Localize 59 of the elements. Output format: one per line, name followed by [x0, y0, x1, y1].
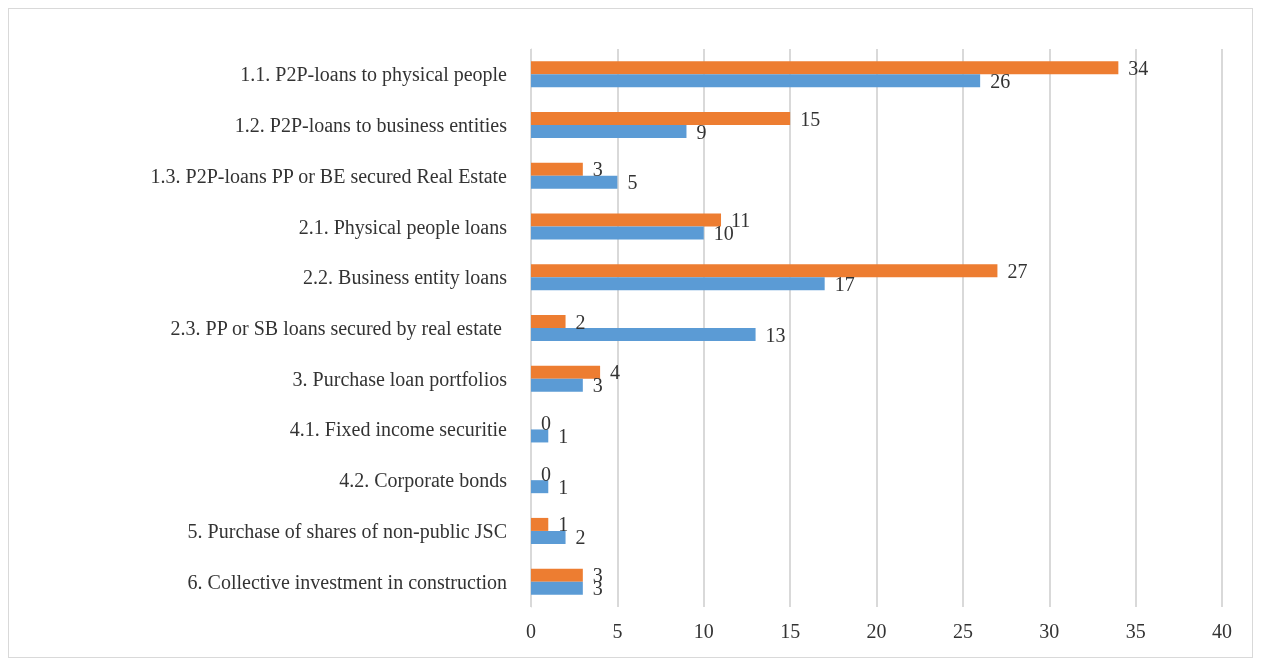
x-tick-label: 35 — [1125, 620, 1146, 642]
data-label: 1 — [558, 424, 569, 447]
bar — [531, 226, 704, 240]
data-label: 34 — [1128, 56, 1149, 79]
data-label: 17 — [834, 272, 855, 295]
x-tick-label: 30 — [1039, 620, 1060, 642]
bar — [531, 213, 722, 227]
x-tick-label: 20 — [866, 620, 887, 642]
data-label: 9 — [696, 120, 707, 143]
data-label: 27 — [1007, 259, 1028, 282]
bar — [531, 175, 618, 189]
x-tick-label: 40 — [1212, 620, 1232, 642]
bar — [531, 530, 566, 544]
bar — [531, 378, 583, 392]
data-label: 1 — [558, 475, 569, 498]
y-tick-label: 1.1. P2P-loans to physical people — [240, 63, 508, 87]
y-tick-label: 5. Purchase of shares of non-public JSC — [187, 519, 507, 543]
data-label: 15 — [800, 107, 821, 130]
bar — [531, 264, 998, 278]
bar — [531, 429, 549, 443]
y-tick-label: 2.2. Business entity loans — [303, 266, 508, 290]
y-tick-label: 2.3. PP or SB loans secured by real estate — [170, 317, 507, 340]
bar — [531, 568, 583, 582]
data-label: 13 — [765, 323, 786, 346]
bar — [531, 74, 981, 88]
y-tick-label: 1.3. P2P-loans PP or BE secured Real Estate — [150, 164, 508, 187]
bar — [531, 162, 583, 176]
bar — [531, 480, 549, 494]
x-tick-label: 15 — [780, 620, 801, 642]
data-label: 4 — [610, 361, 621, 384]
data-label: 0 — [541, 411, 551, 434]
x-tick-label: 10 — [693, 620, 714, 642]
bar — [531, 315, 566, 328]
bar — [531, 112, 791, 126]
x-tick-label: 5 — [612, 620, 623, 642]
x-tick-label: 0 — [526, 620, 536, 642]
y-tick-label: 4.2. Corporate bonds — [339, 469, 508, 493]
y-tick-label: 3. Purchase loan portfolios — [292, 367, 508, 391]
y-tick-label: 1.2. P2P-loans to business entities — [234, 114, 508, 137]
bar — [531, 328, 756, 341]
bar — [531, 125, 687, 139]
bar — [531, 277, 825, 291]
data-label: 10 — [713, 222, 734, 245]
y-tick-label: 6. Collective investment in construction — [187, 570, 507, 593]
bar — [531, 365, 601, 379]
data-label: 2 — [575, 310, 586, 333]
data-label: 5 — [627, 171, 638, 194]
data-label: 26 — [990, 69, 1011, 92]
data-label: 3 — [592, 158, 603, 181]
bar — [531, 61, 1119, 75]
data-label: 2 — [575, 526, 586, 549]
bar — [531, 517, 549, 531]
x-tick-label: 25 — [952, 620, 973, 642]
y-tick-label: 2.1. Physical people loans — [298, 215, 508, 239]
data-label: 3 — [592, 374, 603, 397]
data-label: 0 — [541, 462, 551, 485]
data-label: 1 — [558, 513, 569, 536]
y-tick-label: 4.1. Fixed income securitie — [289, 418, 508, 441]
bar — [531, 581, 583, 595]
